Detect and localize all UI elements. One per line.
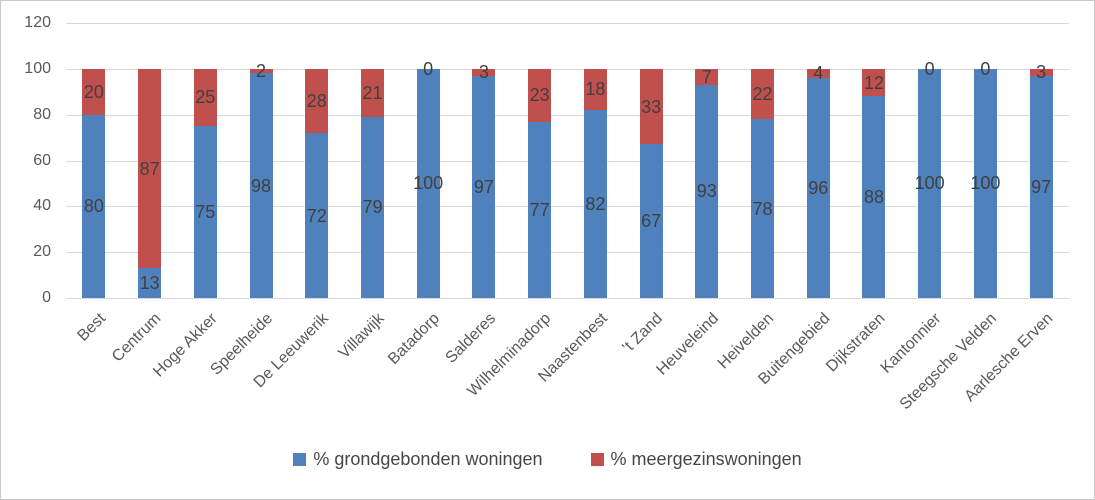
y-axis-tick-label: 0 xyxy=(42,289,51,306)
bar-segment-grondgebonden xyxy=(862,96,886,298)
bar-segment-grondgebonden xyxy=(695,84,719,298)
gridline-20 xyxy=(66,252,1069,254)
category-label: Steegsche Velden xyxy=(897,310,1001,414)
gridline-80 xyxy=(66,114,1069,116)
legend-label-grondgebonden: % grondgebonden woningen xyxy=(313,449,543,469)
bar-segment-grondgebonden xyxy=(82,114,106,298)
data-label-meergezins: 2 xyxy=(256,61,267,82)
data-label-grondgebonden: 98 xyxy=(251,175,272,196)
bar-segment-meergezins xyxy=(249,68,273,74)
legend-label-meergezins: % meergezinswoningen xyxy=(610,449,802,469)
data-label-grondgebonden: 75 xyxy=(195,202,216,223)
bar-segment-meergezins xyxy=(360,68,384,117)
bar-segment-grondgebonden xyxy=(472,75,496,298)
data-label-grondgebonden: 100 xyxy=(914,173,945,194)
gridline-120 xyxy=(66,23,1069,24)
bar-segment-meergezins xyxy=(806,68,830,78)
bar-segment-meergezins xyxy=(583,68,607,111)
bar-segment-meergezins xyxy=(193,68,217,127)
bar-segment-meergezins xyxy=(528,68,552,122)
data-label-meergezins: 7 xyxy=(701,66,712,87)
data-label-meergezins: 23 xyxy=(529,85,550,106)
data-label-meergezins: 20 xyxy=(83,81,104,102)
data-label-grondgebonden: 80 xyxy=(83,196,104,217)
legend-item-grondgebonden: % grondgebonden woningen xyxy=(293,449,543,470)
plot-area: 80 20 13 87 75 25 98 2 72 28 79 21 100 0 97 3 77 23 82 18 67… xyxy=(66,23,1069,299)
data-label-meergezins: 0 xyxy=(980,58,991,79)
data-label-grondgebonden: 67 xyxy=(641,211,662,232)
data-label-meergezins: 0 xyxy=(423,58,434,79)
y-axis-tick-label: 80 xyxy=(33,105,51,123)
data-label-meergezins: 33 xyxy=(641,96,662,117)
bar-segment-grondgebonden xyxy=(528,121,552,298)
bar-segment-grondgebonden xyxy=(918,68,942,298)
data-label-meergezins: 12 xyxy=(863,72,884,93)
data-label-meergezins: 0 xyxy=(924,58,935,79)
data-label-grondgebonden: 100 xyxy=(970,173,1001,194)
data-label-meergezins: 4 xyxy=(813,63,824,84)
category-label: Batadorp xyxy=(385,310,444,368)
category-label: ’t Zand xyxy=(619,310,667,357)
legend: % grondgebonden woningen % meergezinswon… xyxy=(1,449,1094,470)
bar-segment-meergezins xyxy=(472,68,496,76)
data-label-meergezins: 87 xyxy=(139,158,160,179)
bar-segment-meergezins xyxy=(138,68,162,269)
gridline-100 xyxy=(66,68,1069,70)
bar-segment-grondgebonden xyxy=(249,73,273,298)
data-label-meergezins: 3 xyxy=(1036,62,1047,83)
data-label-meergezins: 3 xyxy=(478,62,489,83)
data-label-grondgebonden: 77 xyxy=(529,199,550,220)
data-label-meergezins: 21 xyxy=(362,82,383,103)
category-label: Villawijk xyxy=(335,310,388,363)
data-label-grondgebonden: 72 xyxy=(306,205,327,226)
gridline-60 xyxy=(66,160,1069,162)
bar-segment-meergezins xyxy=(82,68,106,115)
gridline-40 xyxy=(66,206,1069,208)
bar-segment-meergezins xyxy=(1029,68,1053,76)
data-label-grondgebonden: 88 xyxy=(863,187,884,208)
category-label: Centrum xyxy=(109,310,165,366)
y-axis-tick-label: 100 xyxy=(24,59,51,77)
data-label-grondgebonden: 97 xyxy=(1031,176,1052,197)
bar-segment-grondgebonden xyxy=(1029,75,1053,298)
y-axis-tick-label: 120 xyxy=(24,14,51,31)
data-label-grondgebonden: 82 xyxy=(585,194,606,215)
bar-segment-meergezins xyxy=(639,68,663,145)
bar-segment-grondgebonden xyxy=(751,119,775,298)
data-label-grondgebonden: 78 xyxy=(752,198,773,219)
bar-segment-grondgebonden xyxy=(973,68,997,298)
bar-segment-meergezins xyxy=(751,68,775,120)
y-axis-tick-label: 20 xyxy=(33,243,51,261)
data-label-grondgebonden: 100 xyxy=(413,173,444,194)
bar-segment-meergezins xyxy=(305,68,329,133)
bar-segment-grondgebonden xyxy=(360,116,384,298)
data-label-grondgebonden: 79 xyxy=(362,197,383,218)
data-label-grondgebonden: 93 xyxy=(696,181,717,202)
legend-item-meergezins: % meergezinswoningen xyxy=(590,449,802,470)
bar-segment-grondgebonden xyxy=(583,110,607,298)
data-label-meergezins: 25 xyxy=(195,87,216,108)
bar-segment-grondgebonden xyxy=(193,126,217,298)
data-label-grondgebonden: 96 xyxy=(808,178,829,198)
gridline-0 xyxy=(66,298,1069,299)
legend-swatch-blue-icon xyxy=(293,453,307,466)
bar-segment-meergezins xyxy=(862,68,886,97)
y-axis-tick-label: 60 xyxy=(33,151,51,169)
bar-segment-grondgebonden xyxy=(806,78,830,298)
bar-segment-grondgebonden xyxy=(416,68,440,298)
data-label-grondgebonden: 97 xyxy=(473,176,494,197)
bar-segment-meergezins xyxy=(695,68,719,85)
data-label-meergezins: 18 xyxy=(585,79,606,100)
legend-swatch-red-icon xyxy=(590,453,604,466)
bar-segment-grondgebonden xyxy=(639,144,663,298)
y-axis-tick-label: 40 xyxy=(33,197,51,215)
data-label-meergezins: 22 xyxy=(752,84,773,105)
bar-segment-grondgebonden xyxy=(138,268,162,298)
bar-segment-grondgebonden xyxy=(305,133,329,298)
category-label: Best xyxy=(74,310,109,345)
category-label: Salderes xyxy=(442,310,499,367)
data-label-meergezins: 28 xyxy=(306,90,327,111)
data-label-grondgebonden: 13 xyxy=(139,273,160,294)
